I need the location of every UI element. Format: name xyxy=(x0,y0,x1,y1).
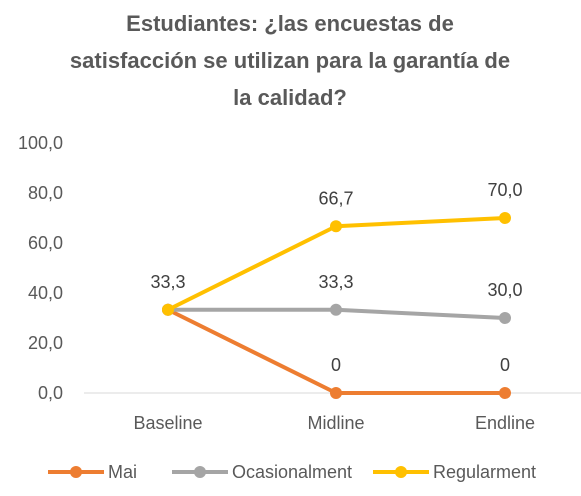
y-tick-label: 60,0 xyxy=(28,233,63,253)
legend-marker xyxy=(395,466,407,478)
chart-title-line: satisfacción se utilizan para la garantí… xyxy=(70,48,510,73)
legend-marker xyxy=(70,466,82,478)
legend-label: Ocasionalment xyxy=(232,462,352,482)
data-point xyxy=(330,220,342,233)
chart-title-line: Estudiantes: ¿las encuestas de xyxy=(126,11,454,36)
y-tick-label: 100,0 xyxy=(18,133,63,153)
data-label: 33,3 xyxy=(318,272,353,292)
legend: Mai Ocasionalment Regularment xyxy=(48,462,536,482)
y-tick-label: 80,0 xyxy=(28,183,63,203)
data-label: 33,3 xyxy=(150,272,185,292)
chart-title-line: la calidad? xyxy=(233,85,347,110)
data-point xyxy=(499,387,511,399)
data-point xyxy=(162,303,174,316)
data-label: 0 xyxy=(331,355,341,375)
legend-label: Regularment xyxy=(433,462,536,482)
series-line-mai xyxy=(166,307,507,395)
x-axis: Baseline Midline Endline xyxy=(133,413,535,433)
chart-title: Estudiantes: ¿las encuestas de satisfacci… xyxy=(70,11,510,110)
data-point xyxy=(330,387,342,399)
data-label: 66,7 xyxy=(318,188,353,208)
data-point xyxy=(499,312,511,324)
data-label: 0 xyxy=(500,355,510,375)
data-label: 70,0 xyxy=(487,180,522,200)
plot-area xyxy=(162,212,511,399)
data-label: 30,0 xyxy=(487,280,522,300)
x-tick-label: Midline xyxy=(307,413,364,433)
legend-marker xyxy=(194,466,206,478)
x-tick-label: Endline xyxy=(475,413,535,433)
y-tick-label: 20,0 xyxy=(28,333,63,353)
legend-label: Mai xyxy=(108,462,137,482)
y-tick-label: 40,0 xyxy=(28,283,63,303)
data-point xyxy=(330,303,342,316)
data-point xyxy=(499,212,511,224)
data-labels: 0 0 33,3 30,0 33,3 66,7 70,0 xyxy=(150,180,522,375)
x-tick-label: Baseline xyxy=(133,413,202,433)
y-axis: 0,0 20,0 40,0 60,0 80,0 100,0 xyxy=(18,133,63,403)
y-tick-label: 0,0 xyxy=(38,383,63,403)
